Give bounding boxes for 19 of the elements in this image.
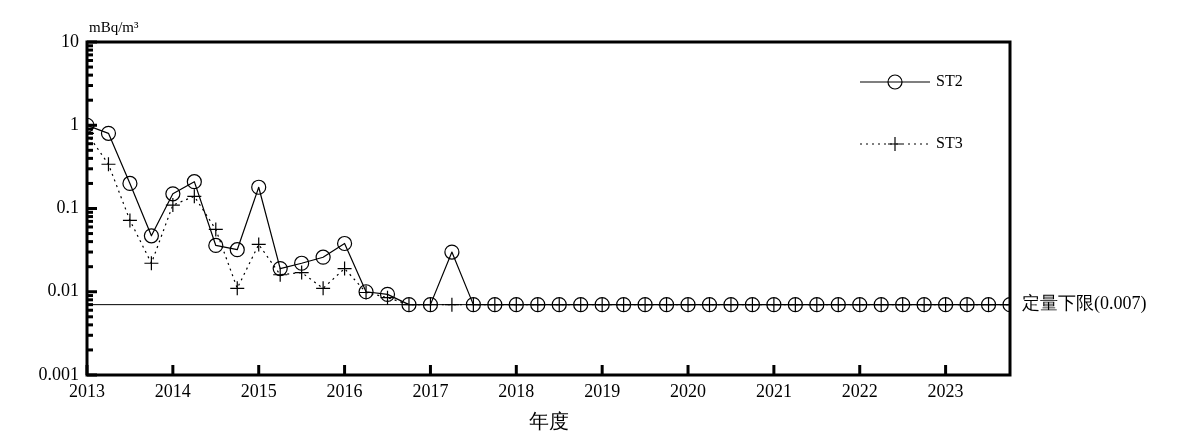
x-axis-title: 年度 — [528, 410, 569, 433]
y-tick-label: 0.01 — [47, 280, 79, 301]
x-tick-label: 2018 — [498, 380, 535, 401]
x-tick-label: 2023 — [927, 380, 964, 401]
y-tick-label: 0.1 — [56, 197, 79, 218]
legend-label: ST3 — [936, 134, 963, 152]
x-tick-label: 2015 — [240, 380, 277, 401]
ref-line-label: 定量下限(0.007) — [1022, 293, 1147, 315]
x-tick-label: 2019 — [584, 380, 621, 401]
y-tick-label: 1 — [70, 113, 79, 134]
x-tick-label: 2017 — [412, 380, 449, 401]
x-tick-label: 2020 — [670, 380, 707, 401]
y-axis-title: mBq/m³ — [89, 19, 140, 36]
x-tick-label: 2016 — [326, 380, 363, 401]
legend-label: ST2 — [936, 72, 963, 90]
x-tick-label: 2021 — [755, 380, 792, 401]
y-tick-label: 10 — [61, 30, 79, 51]
x-tick-label: 2014 — [154, 380, 191, 401]
x-tick-label: 2022 — [841, 380, 878, 401]
